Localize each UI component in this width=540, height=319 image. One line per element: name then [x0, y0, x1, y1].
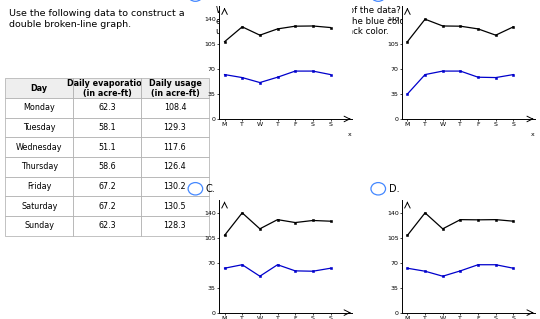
Text: Which graph is representative of the data? Note that the daily
evaporation is re: Which graph is representative of the dat… [216, 6, 484, 36]
Text: x: x [531, 132, 535, 137]
Text: C.: C. [206, 184, 216, 194]
Text: D.: D. [389, 184, 400, 194]
Text: Use the following data to construct a
double broken-line graph.: Use the following data to construct a do… [10, 9, 185, 29]
Text: x: x [348, 132, 352, 137]
